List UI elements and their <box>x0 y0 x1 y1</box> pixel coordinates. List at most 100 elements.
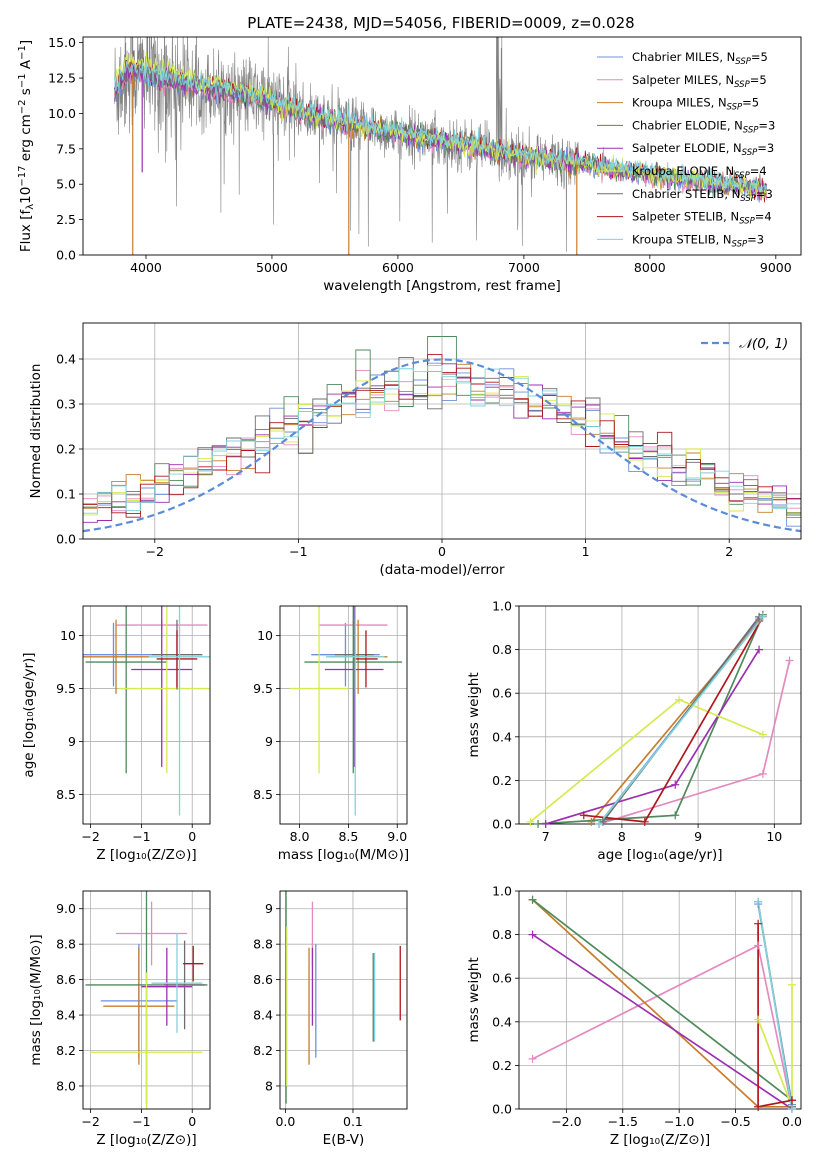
x-tick-label: 9 <box>694 829 702 844</box>
y-tick-label: 1.0 <box>492 884 512 899</box>
legend-label-part: SSP <box>739 217 755 227</box>
panel-spectrum: 4000 5000 6000 7000 8000 9000 0.0 2.5 5.0 7.5 10.0… <box>17 35 802 294</box>
panel-age-vs-Z: −2 −1 0 8.5 9 9.5 10 Z [log₁₀(Z/Z⊙)] age [log₁₀(… <box>21 605 211 863</box>
y-tick-label: 0.8 <box>492 927 512 942</box>
y-axis-label-part: ] <box>18 40 34 45</box>
weight-line-kroupa-stelib <box>598 616 764 824</box>
y-axis-label-part: λ <box>25 204 36 210</box>
axes-frame <box>279 890 408 1110</box>
x-tick-label: −1.0 <box>664 1114 694 1129</box>
x-tick-label: 4000 <box>130 260 162 275</box>
x-axis-label: (data-model)/error <box>379 562 505 578</box>
axes-frame <box>82 36 802 256</box>
y-tick-label: 0.4 <box>492 729 512 744</box>
y-tick-label: 8.4 <box>56 1008 76 1023</box>
y-tick-label: 9 <box>265 901 273 916</box>
panel-residuals: −2 −1 0 1 2 0.0 0.1 0.2 0.3 0.4 (data-model)/error… <box>28 322 802 578</box>
y-axis-label-part: erg cm <box>18 114 34 165</box>
axes-frame <box>82 890 211 1110</box>
legend-label-part: =3 <box>758 118 775 132</box>
legend-label-part: SSP <box>740 194 756 204</box>
weight-marker-chabrier-elodie <box>534 820 543 828</box>
x-axis-label: Z [log₁₀(Z/Z⊙)] <box>96 847 196 863</box>
x-tick-label: 8 <box>618 829 626 844</box>
legend-label-part: Chabrier STELIB, N <box>632 187 740 201</box>
x-tick-label: 9000 <box>760 260 792 275</box>
x-tick-label: −1.5 <box>608 1114 638 1129</box>
y-tick-label: 15.0 <box>48 35 76 50</box>
weight-line-chabrier-elodie <box>531 899 793 1101</box>
y-tick-label: 9.0 <box>56 901 76 916</box>
x-axis-label: mass [log₁₀(M/M⊙)] <box>278 847 409 863</box>
y-axis-label: mass [log₁₀(M/M⊙)] <box>28 934 44 1065</box>
legend-label-salpeter-stelib: Salpeter STELIB, NSSP=4 <box>632 210 772 227</box>
weight-marker-salpeter-stelib <box>754 1102 763 1111</box>
panel-mass-vs-Z: −2 −1 0 8.0 8.2 8.4 8.6 8.8 9.0 Z [log₁₀(Z/Z⊙)] ma… <box>28 890 211 1148</box>
x-tick-label: 0.0 <box>275 1114 295 1129</box>
weight-marker-kroupa-stelib <box>754 897 763 906</box>
legend-label-part: =3 <box>756 187 773 201</box>
y-tick-label: 0.4 <box>492 1014 512 1029</box>
weight-marker-salpeter-stelib <box>754 919 763 928</box>
x-tick-label: 0 <box>188 829 196 844</box>
legend-label-part: Kroupa STELIB, N <box>632 232 732 246</box>
y-tick-label: 8.5 <box>253 787 273 802</box>
y-tick-label: 8.4 <box>253 1008 273 1023</box>
histogram-chabrier-stelib <box>83 357 801 514</box>
x-axis-label: Z [log₁₀(Z/Z⊙)] <box>96 1132 196 1148</box>
legend-label-part: Kroupa MILES, N <box>632 96 727 110</box>
y-tick-label: 9.5 <box>56 681 76 696</box>
x-tick-label: 2 <box>725 544 733 559</box>
y-tick-label: 8.0 <box>56 1078 76 1093</box>
y-tick-label: 10 <box>60 628 76 643</box>
y-tick-label: 1.0 <box>492 599 512 614</box>
legend-label-part: Salpeter MILES, N <box>632 73 734 87</box>
axes-frame <box>518 890 802 1110</box>
figure-title: PLATE=2438, MJD=54056, FIBERID=0009, z=0… <box>247 14 634 32</box>
weight-marker-kroupa-stelib <box>595 820 604 828</box>
x-axis-label: wavelength [Angstrom, rest frame] <box>323 278 561 294</box>
x-tick-label: −0.5 <box>720 1114 750 1129</box>
weight-marker-salpeter-stelib <box>579 811 588 820</box>
y-tick-label: 12.5 <box>48 71 76 86</box>
y-tick-label: 9 <box>265 734 273 749</box>
y-tick-label: 0.4 <box>56 352 76 367</box>
weight-marker-salpeter-miles <box>785 656 794 665</box>
x-tick-label: 10 <box>766 829 782 844</box>
y-axis-label: Normed distribution <box>28 364 44 499</box>
legend-label-part: SSP <box>727 103 743 113</box>
y-tick-label: 5.0 <box>56 177 76 192</box>
weight-marker-salpeter-miles <box>528 1054 537 1063</box>
y-tick-label: 0.0 <box>56 248 76 263</box>
weight-marker-salpeter-elodie <box>671 780 680 789</box>
legend-label-part: =4 <box>755 210 772 224</box>
x-tick-label: 0 <box>438 544 446 559</box>
weight-marker-kroupa-elodie <box>787 980 796 989</box>
legend-label-part: Kroupa ELODIE, N <box>632 164 734 178</box>
weight-marker-chabrier-elodie <box>671 811 680 820</box>
x-tick-label: 8.5 <box>338 829 358 844</box>
weight-marker-salpeter-elodie <box>755 645 764 654</box>
y-axis-label-part: −17 <box>17 166 28 187</box>
y-tick-label: 8 <box>265 1078 273 1093</box>
legend-label-kroupa-stelib: Kroupa STELIB, NSSP=3 <box>632 232 764 249</box>
legend-label-part: =3 <box>747 232 764 246</box>
x-axis-label: age [log₁₀(age/yr)] <box>597 847 722 863</box>
legend-label-salpeter-elodie: Salpeter ELODIE, NSSP=3 <box>632 141 774 158</box>
weight-marker-chabrier-elodie <box>528 895 537 904</box>
panel-mass-vs-EBV: 0.0 0.1 8 8.2 8.4 8.6 8.8 9 E(B-V) <box>253 890 408 1148</box>
legend-label-salpeter-miles: Salpeter MILES, NSSP=5 <box>632 73 767 90</box>
weight-marker-kroupa-elodie <box>758 730 767 739</box>
x-tick-label: −2 <box>81 829 99 844</box>
x-tick-label: −2 <box>146 544 164 559</box>
y-tick-label: 0.0 <box>56 532 76 547</box>
weight-marker-salpeter-miles <box>754 941 763 950</box>
plot-area <box>114 37 768 255</box>
plot-area <box>83 891 210 1109</box>
legend-label-part: SSP <box>742 148 758 158</box>
plot-layer: 4000 5000 6000 7000 8000 90000.02.55.07.510.0… <box>17 35 802 1148</box>
y-tick-label: 2.5 <box>56 212 76 227</box>
legend-label-part: =5 <box>751 50 768 64</box>
weight-marker-salpeter-stelib <box>640 817 649 826</box>
